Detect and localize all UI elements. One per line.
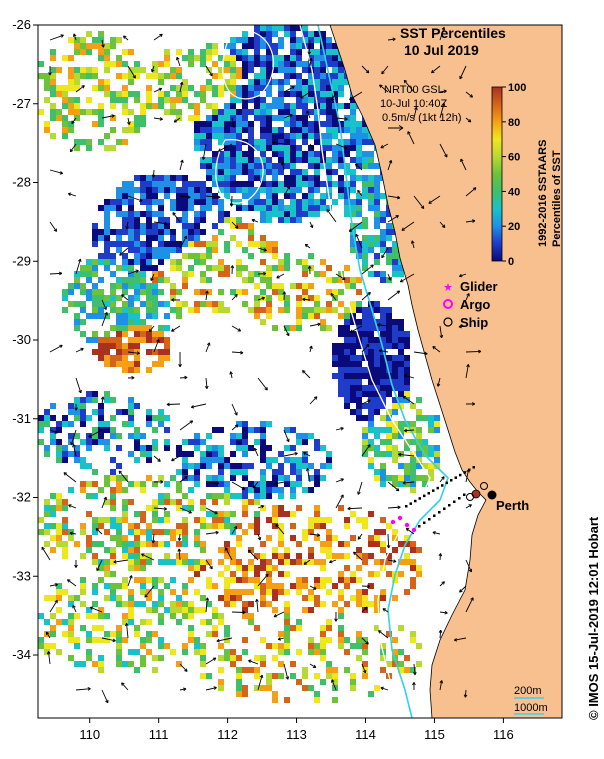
glider-marker — [411, 527, 417, 533]
argo-circle-icon — [443, 299, 453, 309]
y-tick-label: -26 — [12, 17, 31, 32]
current-vectors — [41, 27, 482, 704]
ship-circle-icon — [443, 317, 453, 327]
glider-star-icon — [444, 283, 452, 291]
y-tick-label: -34 — [12, 647, 31, 662]
x-tick-label: 115 — [424, 727, 445, 742]
ship-track-point — [458, 497, 461, 500]
colorbar-tick-label: 0 — [508, 256, 514, 268]
observation-markers — [390, 466, 488, 533]
y-tick-label: -28 — [12, 175, 31, 190]
ship-track-point — [441, 484, 444, 487]
ship-track-point — [428, 518, 431, 521]
colorbar-label-line2: Percentiles of SST — [551, 150, 563, 247]
legend-argo-label: Argo — [460, 297, 490, 312]
land-mass — [329, 25, 562, 718]
colorbar-tick-label: 100 — [508, 82, 526, 94]
ship-track-point — [448, 504, 451, 507]
ship-marker — [480, 482, 488, 490]
ship-track-point — [418, 497, 421, 500]
y-tick-label: -33 — [12, 568, 31, 583]
x-tick-label: 114 — [355, 727, 376, 742]
y-tick-label: -29 — [12, 253, 31, 268]
ship-track-point — [445, 481, 448, 485]
colorbar-tick-label: 20 — [508, 221, 520, 233]
ship-track-point — [405, 505, 408, 508]
isobath-1000m-label: 1000m — [514, 702, 548, 714]
ship-track-point — [463, 493, 466, 496]
legend-glider: Glider — [444, 279, 498, 294]
map-date: 10 Jul 2019 — [404, 42, 479, 58]
ship-track-point — [432, 489, 435, 492]
x-tick-label: 110 — [79, 727, 100, 742]
glider-marker — [390, 519, 396, 525]
x-tick-label: 113 — [286, 727, 307, 742]
current-source: NRT00 GSL — [384, 84, 444, 96]
colorbar-tick-label: 80 — [508, 117, 520, 129]
y-tick-label: -32 — [12, 490, 31, 505]
current-scale-label: 0.5m/s (1kt 12h) — [382, 112, 461, 124]
ship-track-point — [450, 479, 453, 482]
x-axis: 110 111 112 113 114 115 116 — [79, 718, 514, 742]
glider-marker — [397, 515, 403, 521]
colorbar-label-line1: 1992-2016 SSTAARS — [537, 140, 549, 247]
isobath-200m-label: 200m — [514, 685, 542, 697]
ship-track-point — [463, 471, 466, 474]
ship-track-point — [427, 492, 430, 495]
eddy-contour — [222, 29, 275, 100]
isobath-200m — [317, 25, 449, 718]
x-tick-label: 116 — [493, 727, 514, 742]
ship-track-point — [443, 507, 446, 510]
ship-track-point — [459, 473, 462, 477]
colorbar-tick-label: 40 — [508, 186, 520, 198]
ship-marker — [466, 493, 474, 501]
y-tick-label: -27 — [12, 96, 31, 111]
ship-track-point — [468, 468, 471, 472]
y-tick-label: -30 — [12, 332, 31, 347]
legend-ship: Ship — [443, 315, 488, 330]
colorbar-ticks: 0 20 40 60 80 100 — [502, 82, 526, 268]
perth-marker — [487, 490, 497, 500]
ship-track-point — [414, 499, 417, 503]
y-axis: -26 -27 -28 -29 -30 -31 -32 -33 -34 — [12, 17, 38, 662]
current-time: 10-Jul 10:40Z — [380, 98, 448, 110]
legend-ship-label: Ship — [460, 315, 488, 330]
glider-marker — [404, 522, 410, 528]
ship-track-point — [433, 514, 436, 517]
ship-track-point — [436, 486, 439, 490]
ship-track-point — [454, 476, 457, 479]
ship-track-point — [453, 500, 456, 503]
plot-frame — [37, 24, 563, 719]
current-scale-arrow — [388, 125, 404, 131]
legend-argo: Argo — [443, 297, 490, 312]
map-title: SST Percentiles — [400, 25, 506, 41]
eddy-contour — [215, 139, 264, 204]
credit: © IMOS 15-Jul-2019 12:01 Hobart — [586, 516, 601, 720]
ship-track-point — [438, 511, 441, 514]
x-tick-label: 111 — [149, 727, 169, 742]
x-tick-label: 112 — [217, 727, 238, 742]
y-tick-label: -31 — [12, 411, 31, 426]
ship-track-point — [423, 521, 426, 524]
city-label: Perth — [496, 498, 529, 513]
legend-glider-label: Glider — [460, 279, 498, 294]
colorbar-tick-label: 60 — [508, 152, 520, 164]
colorbar — [491, 86, 503, 262]
ship-track-point — [418, 525, 421, 528]
legend: Glider Argo Ship — [443, 279, 498, 330]
ship-track-point — [423, 494, 426, 498]
ship-track-point — [472, 466, 475, 469]
ship-track-point — [409, 502, 412, 505]
isobath-1000m — [299, 25, 431, 718]
